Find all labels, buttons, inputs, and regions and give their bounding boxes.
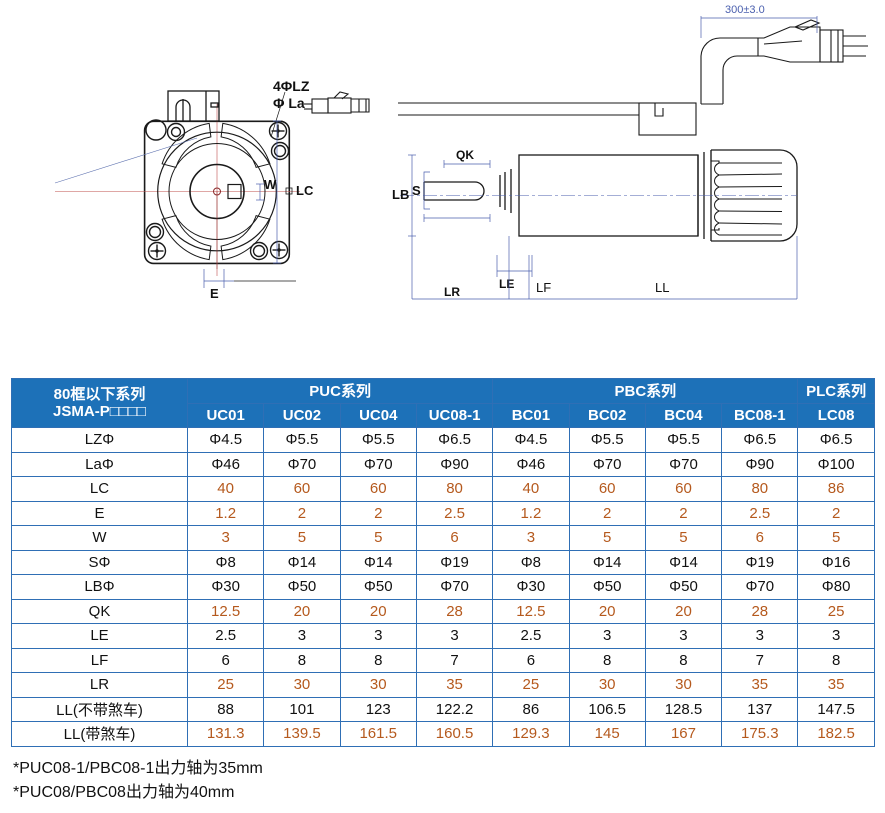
svg-text:LL: LL	[655, 280, 669, 295]
svg-text:LF: LF	[536, 280, 551, 295]
svg-text:E: E	[210, 286, 219, 301]
svg-text:Φ La: Φ La	[273, 95, 305, 111]
svg-text:4ΦLZ: 4ΦLZ	[273, 78, 310, 94]
svg-text:S: S	[412, 183, 421, 198]
svg-text:LC: LC	[296, 183, 314, 198]
svg-text:LR: LR	[444, 285, 460, 299]
svg-text:W: W	[264, 177, 277, 192]
svg-text:300±3.0: 300±3.0	[725, 4, 765, 16]
svg-text:LB: LB	[392, 187, 409, 202]
svg-text:LE: LE	[499, 277, 514, 291]
svg-text:QK: QK	[456, 148, 474, 162]
